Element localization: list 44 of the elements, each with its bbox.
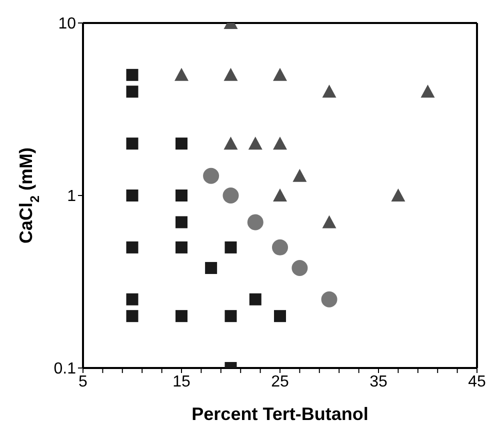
- point: [224, 68, 238, 81]
- point: [176, 241, 188, 254]
- point: [272, 239, 288, 256]
- point: [224, 136, 238, 150]
- point: [126, 310, 138, 322]
- point: [174, 68, 188, 81]
- x-axis-title: Percent Tert-Butanol: [192, 404, 368, 424]
- point: [248, 136, 262, 150]
- x-tick-label: 25: [271, 373, 289, 390]
- point: [322, 84, 336, 98]
- point: [126, 241, 138, 254]
- point: [176, 138, 188, 150]
- point: [249, 293, 262, 306]
- point: [292, 260, 308, 276]
- y-tick-label: 1: [67, 188, 76, 206]
- x-tick-label: 15: [172, 373, 190, 390]
- y-tick-label: 0.1: [54, 360, 76, 378]
- point: [322, 215, 336, 228]
- point: [176, 310, 188, 322]
- x-tick-label: 5: [78, 373, 88, 390]
- point: [126, 138, 138, 150]
- x-tick-label: 45: [468, 373, 486, 390]
- point: [126, 68, 138, 81]
- point: [126, 86, 138, 98]
- point: [176, 216, 188, 228]
- point: [247, 214, 264, 230]
- point: [292, 168, 307, 182]
- point: [205, 262, 218, 274]
- point: [126, 293, 138, 306]
- point: [274, 310, 286, 322]
- y-tick-label: 10: [58, 16, 76, 33]
- point: [273, 188, 287, 202]
- point: [273, 136, 287, 150]
- point: [224, 241, 237, 254]
- point: [420, 84, 435, 98]
- point: [222, 188, 239, 204]
- x-tick-label: 35: [370, 373, 388, 390]
- point: [176, 190, 188, 202]
- point: [224, 310, 237, 322]
- point: [126, 190, 138, 202]
- point: [321, 291, 338, 308]
- point: [391, 188, 406, 202]
- point: [273, 68, 287, 81]
- point: [203, 168, 220, 184]
